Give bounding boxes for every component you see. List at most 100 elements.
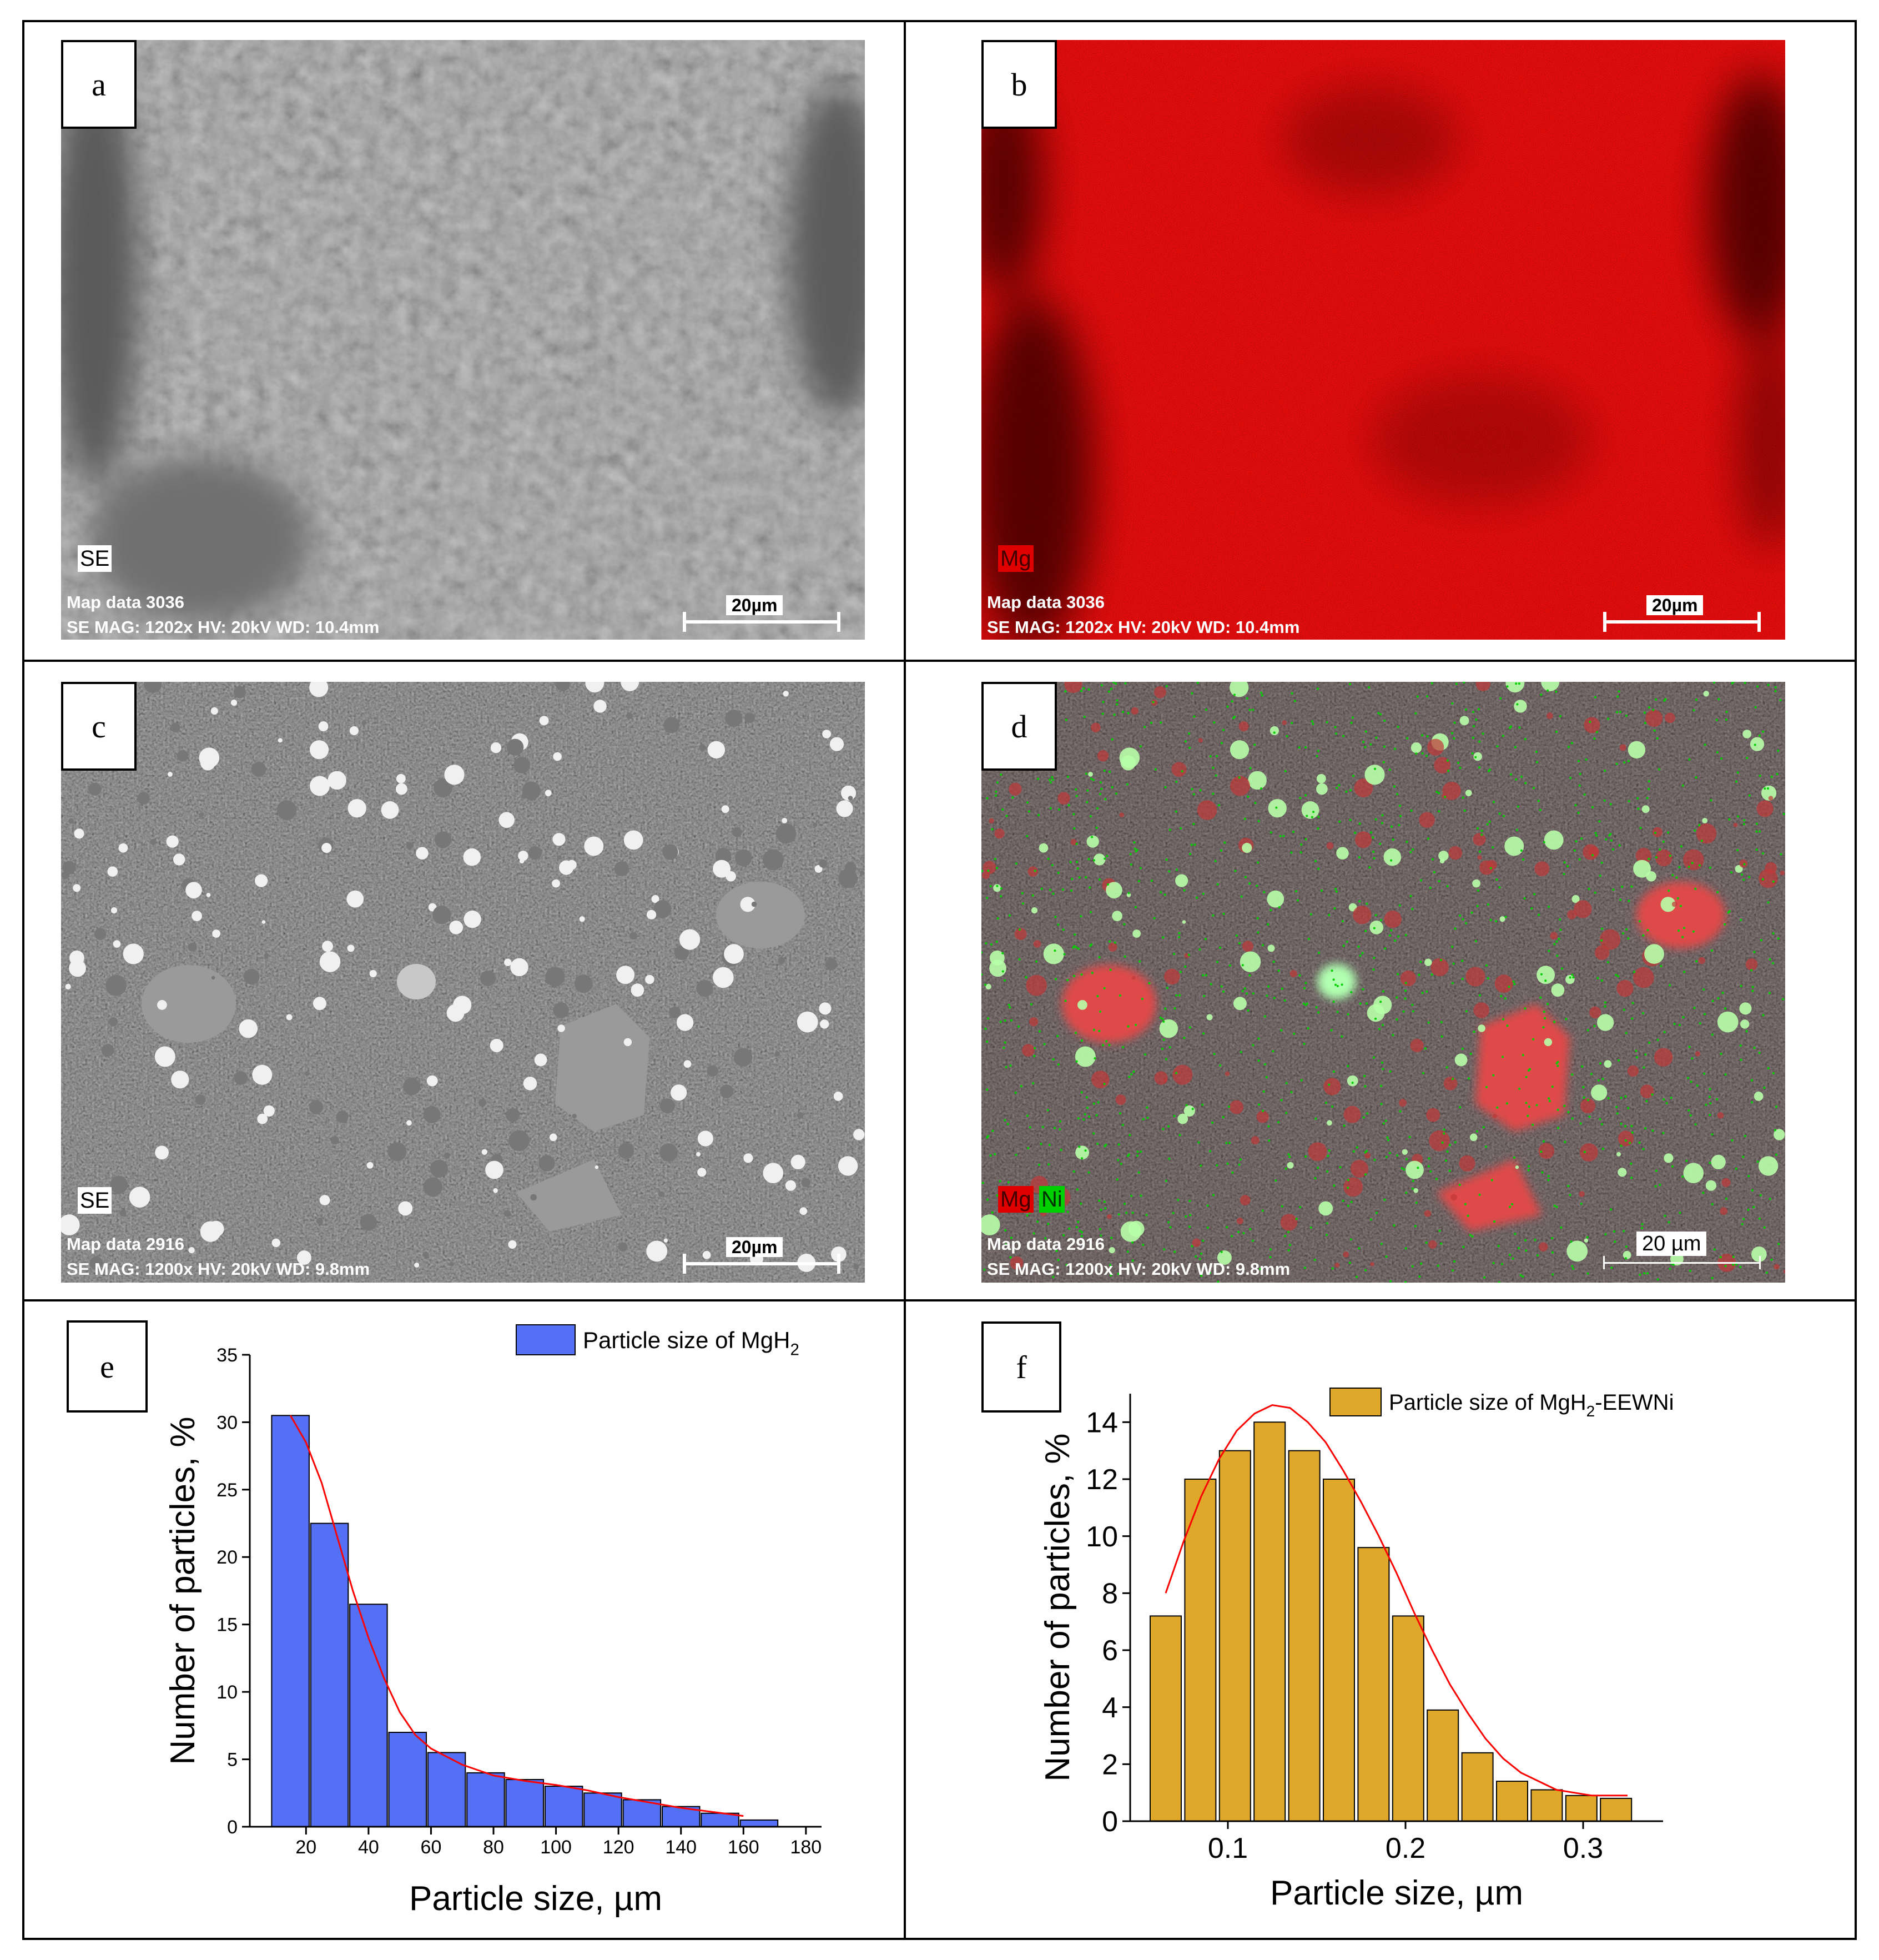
ni-signal-dot — [1755, 822, 1758, 825]
ni-signal-dot — [1233, 693, 1236, 696]
ni-signal-dot — [1314, 1117, 1317, 1120]
mg-particle — [1627, 1065, 1639, 1077]
ni-rich-particle — [1469, 1133, 1478, 1142]
particle-dot — [763, 1163, 784, 1183]
ni-signal-dot — [1372, 836, 1374, 839]
ni-signal-dot — [1404, 989, 1407, 992]
ni-signal-dot — [1739, 1265, 1742, 1268]
ni-signal-dot — [1193, 843, 1196, 846]
particle-dot — [534, 1053, 547, 1067]
ni-signal-dot — [1475, 1130, 1478, 1133]
ni-signal-dot — [1724, 1073, 1727, 1076]
particle-dot — [330, 1136, 339, 1145]
ni-signal-dot — [1259, 1268, 1262, 1270]
ni-signal-dot — [1240, 1051, 1242, 1053]
y-tick-label: 0 — [1102, 1806, 1118, 1838]
ni-signal-dot — [1294, 890, 1297, 893]
ni-signal-dot — [1725, 711, 1728, 713]
ni-signal-dot — [1665, 1102, 1668, 1104]
ni-signal-dot — [1447, 770, 1450, 772]
ni-signal-dot — [1226, 1162, 1229, 1165]
ni-signal-dot — [1502, 735, 1504, 737]
ni-signal-dot — [1418, 973, 1420, 976]
ni-signal-dot — [1694, 887, 1697, 890]
ni-signal-dot — [1327, 1154, 1329, 1157]
ni-signal-dot — [1256, 917, 1259, 919]
ni-signal-dot — [1748, 876, 1751, 878]
ni-signal-dot — [1669, 984, 1671, 987]
ni-signal-dot — [1103, 1200, 1106, 1203]
ni-signal-dot — [996, 884, 999, 887]
ni-signal-dot — [1191, 1108, 1194, 1110]
ni-signal-dot — [1452, 962, 1455, 965]
ni-signal-dot — [1249, 767, 1252, 770]
ni-signal-dot — [1243, 987, 1246, 990]
ni-signal-dot — [1630, 1177, 1633, 1179]
ni-signal-dot — [1102, 701, 1105, 703]
ni-signal-dot — [1106, 883, 1109, 886]
ni-signal-dot — [1659, 848, 1661, 851]
ni-signal-dot — [1302, 1002, 1305, 1005]
ni-signal-dot — [1382, 1122, 1385, 1125]
ni-signal-dot — [1685, 1159, 1688, 1162]
mg-particle — [1671, 901, 1678, 907]
mg-particle — [1282, 720, 1287, 725]
ni-signal-dot — [1306, 815, 1308, 817]
particle-dot — [74, 828, 84, 839]
ni-signal-dot — [1362, 741, 1365, 743]
ni-signal-dot — [1437, 1264, 1439, 1267]
particle-dot — [618, 1242, 628, 1252]
ni-signal-dot — [1440, 1021, 1443, 1023]
ni-signal-dot — [1624, 1095, 1627, 1098]
ni-signal-dot — [1281, 987, 1283, 990]
ni-signal-dot — [1009, 1064, 1012, 1067]
ni-signal-dot — [1571, 973, 1574, 976]
ni-signal-dot — [1502, 1018, 1505, 1021]
particle-dot — [508, 1130, 530, 1152]
panel-d-letter: d — [981, 682, 1057, 771]
ni-signal-dot — [1162, 1128, 1165, 1130]
ni-signal-dot — [1767, 787, 1769, 790]
ni-rich-particle — [1126, 893, 1131, 897]
ni-signal-dot — [1742, 1155, 1745, 1158]
mg-particle — [1739, 860, 1748, 868]
ni-signal-dot — [1219, 1064, 1222, 1067]
mg-particle — [1538, 1242, 1548, 1252]
particle-dot — [199, 812, 204, 817]
particle-dot — [646, 1240, 668, 1262]
ni-signal-dot — [1159, 1017, 1162, 1019]
ni-signal-dot — [1235, 934, 1238, 937]
ni-signal-dot — [1642, 1148, 1645, 1150]
ni-signal-dot — [1496, 745, 1499, 748]
ni-signal-dot — [1311, 816, 1313, 818]
ni-signal-dot — [1364, 730, 1367, 733]
ni-signal-dot — [1731, 1139, 1734, 1142]
panel-c-letter: c — [61, 682, 137, 771]
particle-dot — [683, 1060, 692, 1068]
ni-signal-dot — [1330, 1029, 1333, 1032]
ni-signal-dot — [1672, 1264, 1675, 1266]
ni-signal-dot — [1644, 1127, 1647, 1130]
mg-particle — [1619, 744, 1626, 751]
ni-signal-dot — [1275, 1179, 1277, 1182]
ni-signal-dot — [1616, 711, 1618, 713]
ni-signal-dot — [1373, 1159, 1376, 1161]
ni-rich-particle — [1094, 853, 1106, 866]
ni-signal-dot — [1747, 1175, 1750, 1178]
ni-signal-dot — [1775, 1105, 1777, 1108]
ni-signal-dot — [1011, 796, 1014, 799]
ni-signal-dot — [1382, 761, 1385, 763]
ni-signal-dot — [1198, 1258, 1201, 1260]
ni-signal-dot — [1111, 738, 1114, 741]
particle-dot — [838, 869, 858, 888]
ni-signal-dot — [1049, 807, 1052, 810]
ni-signal-dot — [1438, 880, 1440, 882]
ni-signal-dot — [1777, 1243, 1780, 1245]
ni-signal-dot — [1363, 1074, 1366, 1077]
ni-signal-dot — [1513, 983, 1516, 986]
particle-dot — [88, 782, 102, 796]
ni-signal-dot — [1735, 1263, 1737, 1266]
ni-signal-dot — [1332, 1001, 1335, 1003]
ni-signal-dot — [1347, 1013, 1349, 1016]
ni-signal-dot — [1282, 835, 1285, 837]
